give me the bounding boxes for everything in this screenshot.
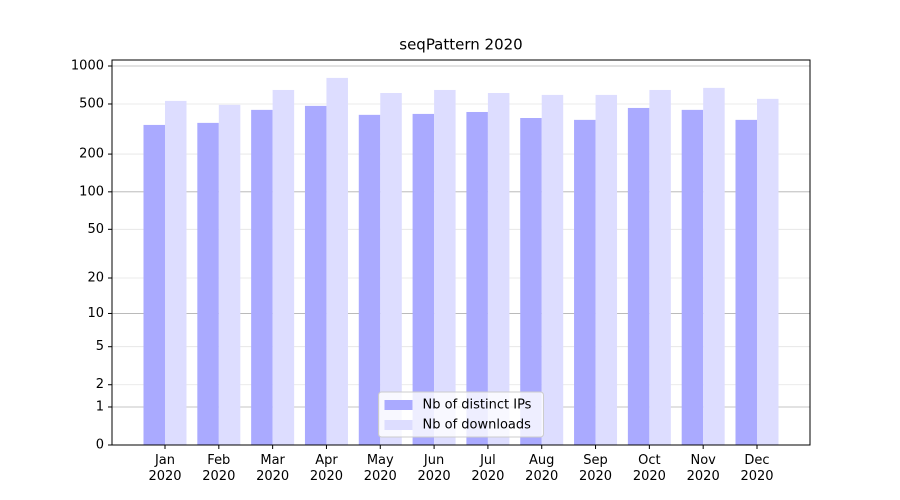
bar (304, 105, 327, 445)
x-tick-label: Dec 2020 (740, 453, 774, 484)
x-tick-label: Jun 2020 (417, 453, 451, 484)
y-tick-label: 10 (87, 306, 104, 321)
bar (197, 122, 219, 446)
bar (251, 109, 273, 445)
x-tick-label: Jul 2020 (471, 453, 505, 484)
chart-title: seqPattern 2020 (399, 36, 522, 54)
x-tick-label: Feb 2020 (202, 453, 236, 484)
x-tick-label: Mar 2020 (256, 453, 290, 484)
y-tick-label: 200 (79, 147, 104, 162)
x-tick-label: Apr 2020 (309, 453, 343, 484)
plot-frame (111, 59, 811, 446)
bar (520, 118, 542, 445)
bar (466, 111, 488, 445)
legend-box (378, 391, 544, 438)
bar (703, 87, 725, 446)
y-tick-label: 2 (96, 377, 104, 392)
x-tick-label: Oct 2020 (632, 453, 666, 484)
bar (487, 93, 510, 445)
bar (165, 100, 187, 445)
y-tick-label: 50 (87, 222, 104, 237)
x-tick-label: May 2020 (363, 453, 397, 484)
y-tick-label: 500 (79, 96, 104, 111)
bar (595, 94, 618, 446)
y-tick-label: 0 (96, 438, 104, 453)
bar (434, 89, 456, 445)
bar (649, 89, 671, 445)
bar (757, 98, 779, 445)
legend-label: Nb of downloads (423, 418, 532, 433)
y-tick-label: 5 (96, 339, 104, 354)
bar (735, 119, 757, 445)
x-tick-label: Nov 2020 (686, 453, 720, 484)
x-tick-label: Aug 2020 (525, 453, 559, 484)
y-tick-label: 100 (79, 184, 104, 199)
bar (681, 109, 704, 445)
bar (218, 104, 241, 445)
bar (380, 93, 402, 445)
bar (358, 114, 381, 446)
bar (627, 107, 650, 446)
bar (143, 124, 165, 446)
bar (272, 89, 295, 445)
y-tick-label: 1 (96, 399, 104, 414)
legend: Nb of distinct IPs Nb of downloads (378, 391, 544, 438)
legend-label: Nb of distinct IPs (423, 398, 532, 413)
bar (412, 113, 435, 445)
bar (574, 119, 596, 445)
legend-swatch (384, 420, 413, 430)
y-tick-label: 1000 (71, 59, 104, 74)
x-tick-label: Jan 2020 (148, 453, 182, 484)
y-tick-label: 20 (87, 270, 104, 285)
bar (541, 94, 564, 446)
bar (326, 77, 348, 445)
x-tick-label: Sep 2020 (578, 453, 613, 484)
legend-swatch (384, 400, 413, 410)
